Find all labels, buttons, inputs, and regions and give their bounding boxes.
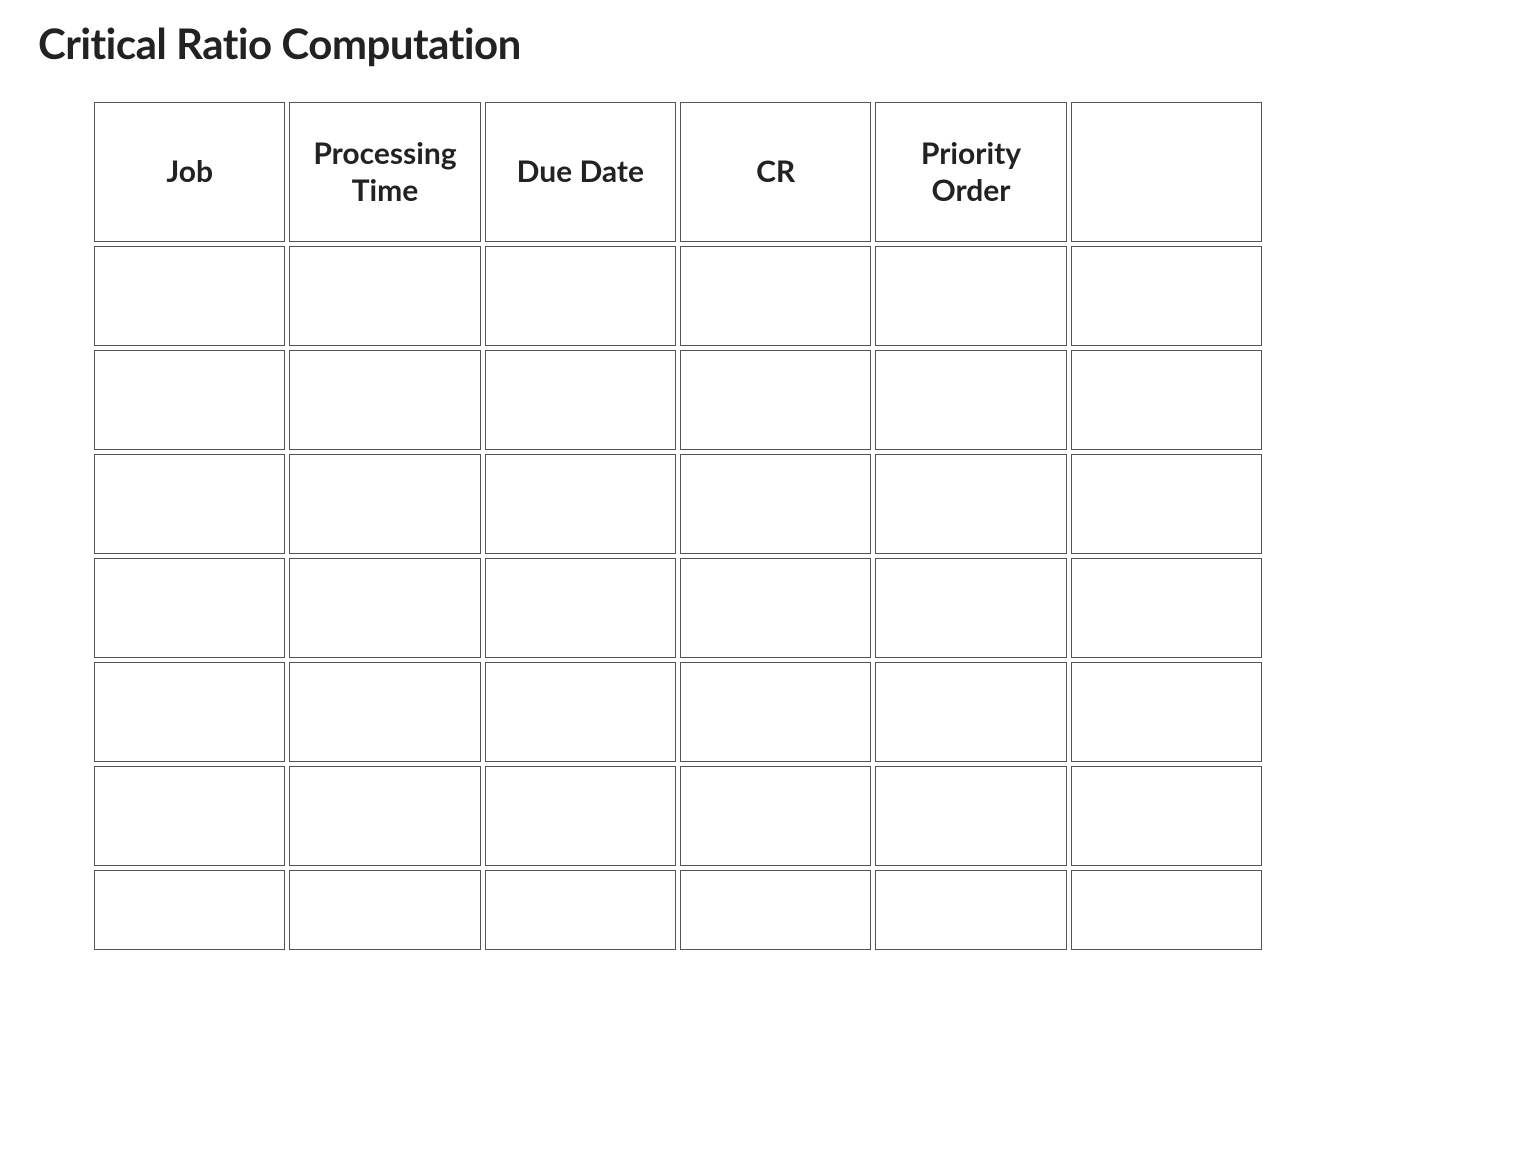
cell: [875, 662, 1066, 762]
cell: [485, 246, 676, 346]
cell: [289, 662, 480, 762]
cell: [289, 558, 480, 658]
col-header-due-date: Due Date: [485, 102, 676, 242]
table-row: [94, 662, 1262, 762]
col-header-cr: CR: [680, 102, 871, 242]
cell: [875, 870, 1066, 950]
cell: [289, 350, 480, 450]
cell: [485, 350, 676, 450]
col-header-job: Job: [94, 102, 285, 242]
cell: [680, 870, 871, 950]
table-row: [94, 558, 1262, 658]
cell: [1071, 350, 1262, 450]
table-body: [94, 246, 1262, 950]
cell: [289, 870, 480, 950]
cell: [680, 454, 871, 554]
cell: [680, 766, 871, 866]
col-header-priority-order: Priority Order: [875, 102, 1066, 242]
critical-ratio-table: Job Processing Time Due Date CR Priority…: [90, 98, 1266, 954]
cell: [94, 662, 285, 762]
cell: [875, 350, 1066, 450]
cell: [1071, 766, 1262, 866]
cell: [485, 766, 676, 866]
cell: [94, 766, 285, 866]
cell: [289, 766, 480, 866]
cell: [680, 662, 871, 762]
cell: [1071, 246, 1262, 346]
col-header-processing-time: Processing Time: [289, 102, 480, 242]
cell: [289, 454, 480, 554]
cell: [94, 454, 285, 554]
cell: [289, 246, 480, 346]
cell: [94, 246, 285, 346]
cell: [485, 454, 676, 554]
table-container: Job Processing Time Due Date CR Priority…: [90, 98, 1266, 954]
cell: [875, 766, 1066, 866]
cell: [1071, 454, 1262, 554]
table-row: [94, 766, 1262, 866]
cell: [485, 662, 676, 762]
cell: [1071, 558, 1262, 658]
col-header-blank: [1071, 102, 1262, 242]
cell: [1071, 870, 1262, 950]
table-row: [94, 246, 1262, 346]
cell: [485, 870, 676, 950]
cell: [485, 558, 676, 658]
cell: [875, 454, 1066, 554]
table-row: [94, 454, 1262, 554]
table-row: [94, 350, 1262, 450]
table-header-row: Job Processing Time Due Date CR Priority…: [94, 102, 1262, 242]
cell: [680, 350, 871, 450]
table-row: [94, 870, 1262, 950]
cell: [680, 246, 871, 346]
cell: [94, 558, 285, 658]
cell: [94, 870, 285, 950]
page-title: Critical Ratio Computation: [38, 18, 1526, 68]
cell: [875, 558, 1066, 658]
cell: [680, 558, 871, 658]
cell: [94, 350, 285, 450]
cell: [1071, 662, 1262, 762]
cell: [875, 246, 1066, 346]
